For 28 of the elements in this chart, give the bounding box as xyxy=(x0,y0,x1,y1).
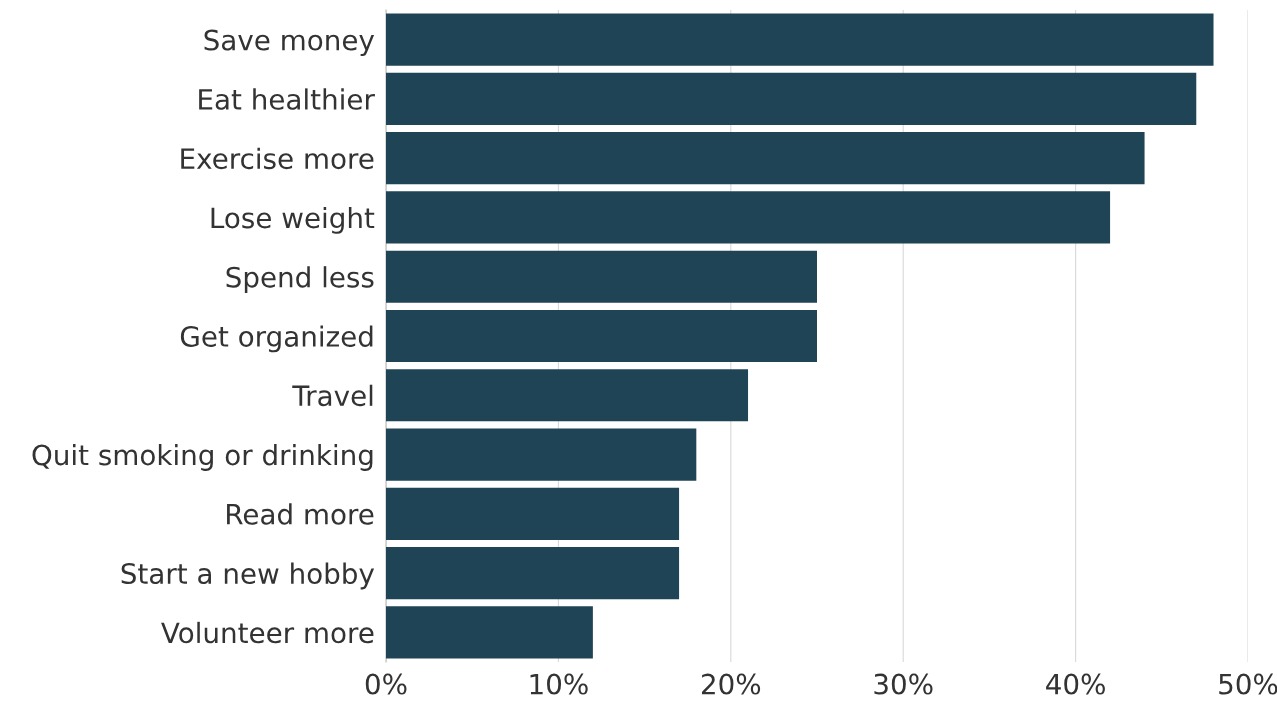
x-tick-label: 10% xyxy=(530,673,588,695)
y-tick-label: Read more xyxy=(227,503,374,525)
bar xyxy=(386,487,680,540)
bar xyxy=(386,13,1214,66)
bar xyxy=(386,132,1145,185)
y-tick-label: Eat healthier xyxy=(199,88,375,110)
bar xyxy=(386,369,749,422)
bar xyxy=(386,309,817,363)
bar xyxy=(386,547,680,600)
bar xyxy=(386,606,593,659)
y-tick-label: Travel xyxy=(292,384,373,407)
y-tick-label: Save money xyxy=(204,29,375,56)
bar xyxy=(386,428,697,481)
x-tick-label: 30% xyxy=(874,673,933,695)
x-tick-label: 0% xyxy=(365,673,407,695)
y-tick-label: Volunteer more xyxy=(161,621,374,644)
x-tick-label: 20% xyxy=(701,673,761,695)
y-tick-label: Get organized xyxy=(180,325,373,353)
bar xyxy=(386,250,817,303)
x-tick-label: 40% xyxy=(1046,673,1105,695)
y-tick-label: Quit smoking or drinking xyxy=(32,443,373,471)
y-tick-label: Spend less xyxy=(226,266,374,294)
y-tick-label: Start a new hobby xyxy=(121,562,375,590)
y-tick-label: Lose weight xyxy=(211,206,375,234)
x-tick-label: 50% xyxy=(1219,673,1277,695)
bar xyxy=(386,191,1111,244)
bar xyxy=(386,72,1197,125)
y-tick-label: Exercise more xyxy=(181,147,374,170)
